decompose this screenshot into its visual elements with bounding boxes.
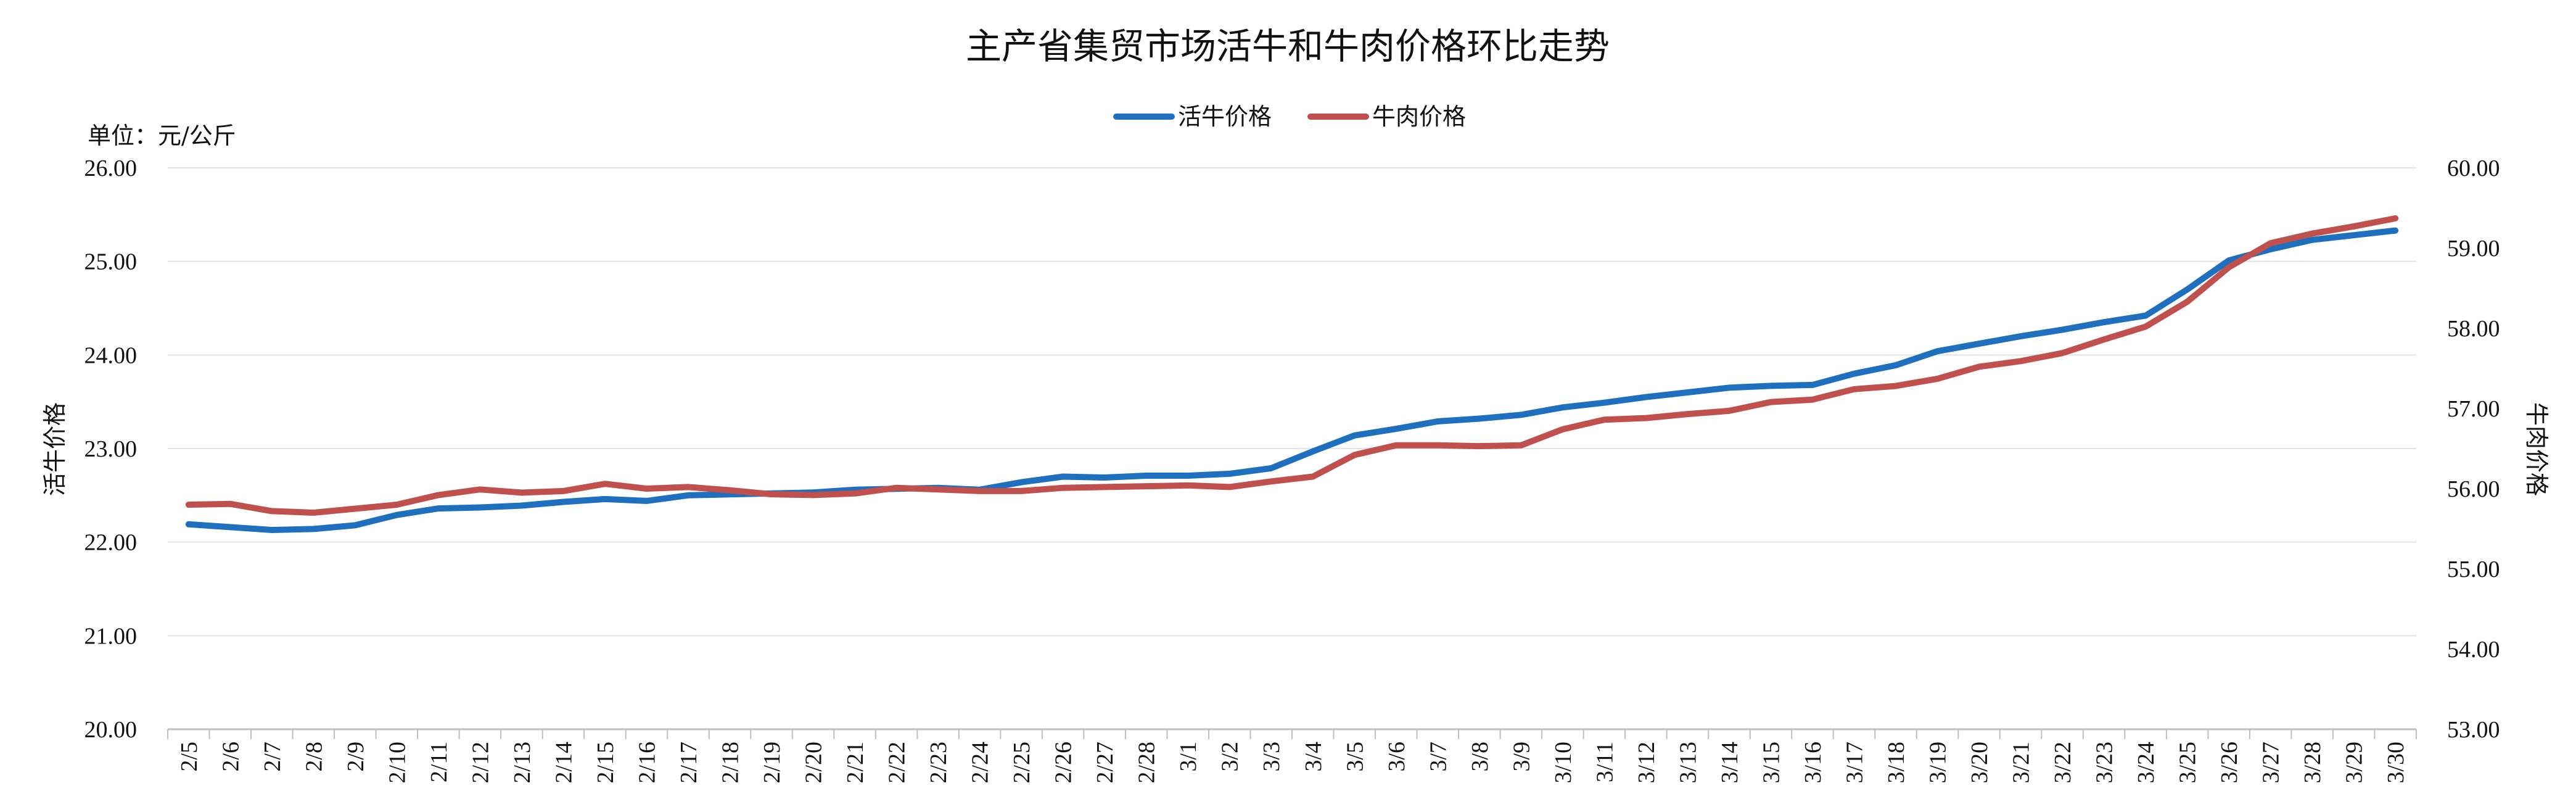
series-line-beef: [185, 215, 2399, 516]
x-tick-label: 2/9: [343, 742, 369, 772]
x-tick-label: 3/7: [1425, 742, 1451, 772]
x-tick-label: 3/28: [2300, 742, 2326, 784]
y-left-tick-label: 20.00: [84, 717, 138, 743]
y-right-tick-label: 54.00: [2447, 637, 2500, 663]
x-tick-label: 2/23: [926, 742, 952, 784]
x-tick-label: 3/30: [2383, 742, 2409, 784]
legend-label-live-cattle: 活牛价格: [1178, 103, 1272, 130]
x-tick-label: 2/18: [718, 742, 744, 784]
x-tick-label: 3/16: [1800, 742, 1826, 784]
x-tick-label: 2/7: [260, 742, 286, 772]
x-tick-label: 3/5: [1342, 742, 1368, 772]
x-tick-label: 2/19: [759, 742, 785, 784]
x-tick-label: 2/27: [1092, 742, 1118, 784]
x-tick-label: 3/24: [2133, 742, 2159, 784]
y-axis-left-ticks: 20.00 21.00 22.00 23.00 24.00 25.00 26.00: [84, 155, 138, 743]
y-axis-right-ticks: 53.00 54.00 55.00 56.00 57.00 58.00 59.00 60.00: [2447, 155, 2500, 743]
x-tick-label: 2/22: [884, 742, 910, 784]
x-tick-label: 2/21: [842, 742, 868, 784]
y-right-tick-label: 56.00: [2447, 476, 2500, 502]
y-axis-right-label: 牛肉价格: [2523, 402, 2550, 496]
series: [185, 215, 2399, 533]
x-tick-label: 3/8: [1467, 742, 1493, 772]
x-axis: 2/5 2/6 2/7 2/8 2/9 2/10 2/11 2/12 2/13 2/14 2/15 2…: [167, 729, 2417, 784]
x-tick-label: 2/15: [593, 742, 619, 784]
y-left-tick-label: 23.00: [84, 436, 138, 462]
y-right-tick-label: 57.00: [2447, 396, 2500, 422]
chart-title: 主产省集贸市场活牛和牛肉价格环比走势: [966, 25, 1610, 67]
x-tick-label: 3/26: [2216, 742, 2242, 784]
x-tick-label: 2/5: [176, 742, 202, 772]
x-tick-label: 3/22: [2050, 742, 2076, 784]
x-tick-label: 2/6: [218, 742, 244, 772]
x-tick-label: 3/14: [1717, 742, 1743, 784]
x-tick-label: 3/21: [2009, 742, 2035, 784]
x-tick-label: 3/19: [1925, 742, 1951, 784]
y-left-tick-label: 25.00: [84, 249, 138, 275]
y-right-tick-label: 58.00: [2447, 316, 2500, 342]
x-tick-label: 3/11: [1592, 742, 1618, 782]
y-left-tick-label: 24.00: [84, 342, 138, 368]
x-tick-label: 3/13: [1675, 742, 1701, 784]
x-tick-label: 3/1: [1175, 742, 1201, 772]
series-line-live-cattle: [185, 227, 2399, 533]
legend-label-beef: 牛肉价格: [1372, 103, 1466, 130]
x-tick-label: 2/26: [1051, 742, 1077, 784]
x-tick-label: 2/12: [467, 742, 493, 784]
x-tick-label: 2/14: [551, 742, 577, 784]
y-axis-left-label: 活牛价格: [41, 402, 68, 496]
x-tick-label: 2/16: [634, 742, 660, 784]
x-tick-label: 3/27: [2258, 742, 2284, 784]
x-tick-label: 3/17: [1842, 742, 1868, 784]
x-tick-label: 3/29: [2342, 742, 2368, 784]
x-tick-label: 2/13: [509, 742, 535, 784]
x-tick-label: 2/25: [1009, 742, 1035, 784]
x-tick-label: 3/12: [1634, 742, 1660, 784]
x-tick-label: 2/17: [676, 742, 702, 784]
y-right-tick-label: 59.00: [2447, 236, 2500, 262]
x-tick-label: 3/3: [1259, 742, 1285, 772]
x-tick-label: 3/9: [1508, 742, 1534, 772]
x-tick-label: 3/18: [1883, 742, 1909, 784]
gridlines: [168, 167, 2416, 730]
x-tick-label: 3/2: [1217, 742, 1243, 772]
y-right-tick-label: 60.00: [2447, 155, 2500, 181]
x-tick-label: 3/4: [1301, 742, 1327, 772]
unit-label: 单位：元/公斤: [88, 122, 236, 149]
x-tick-label: 2/11: [426, 742, 452, 782]
x-tick-label: 2/8: [301, 742, 327, 772]
x-tick-label: 3/15: [1758, 742, 1784, 784]
x-tick-label: 2/24: [968, 742, 994, 784]
x-tick-label: 2/10: [384, 742, 410, 784]
x-tick-label: 3/23: [2092, 742, 2118, 784]
y-left-tick-label: 21.00: [84, 623, 138, 649]
x-tick-label: 3/6: [1384, 742, 1410, 772]
x-tick-label: 3/10: [1550, 742, 1576, 784]
x-tick-label: 3/20: [1967, 742, 1993, 784]
legend: 活牛价格 牛肉价格: [1113, 103, 1466, 130]
x-tick-label: 2/20: [801, 742, 827, 784]
x-tick-label: 3/25: [2175, 742, 2201, 784]
y-right-tick-label: 53.00: [2447, 717, 2500, 743]
y-left-tick-label: 26.00: [84, 155, 138, 181]
x-tick-label: 2/28: [1134, 742, 1160, 784]
y-left-tick-label: 22.00: [84, 530, 138, 556]
y-right-tick-label: 55.00: [2447, 557, 2500, 582]
